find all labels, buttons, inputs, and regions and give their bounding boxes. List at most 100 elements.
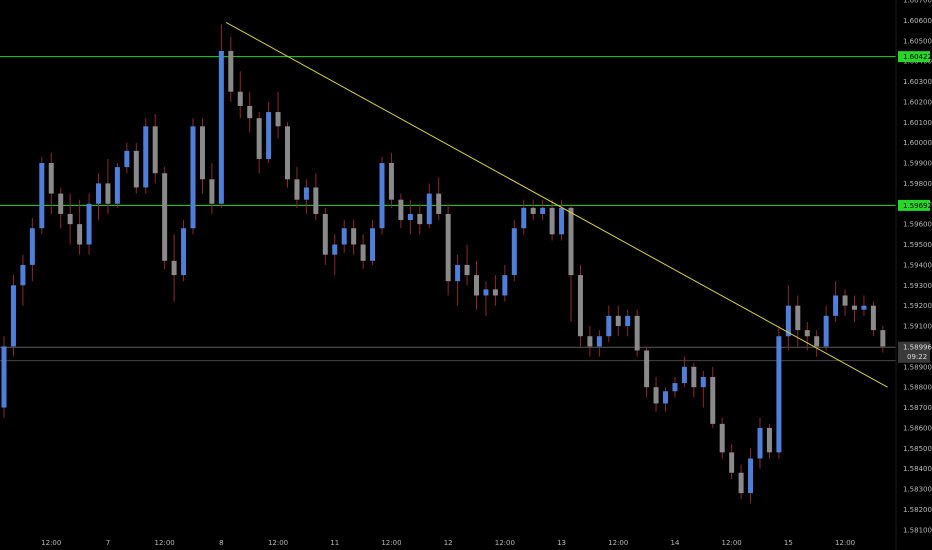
y-tick-label: 1.59600	[903, 221, 932, 229]
candle-body	[691, 366, 697, 388]
candle-body	[861, 305, 867, 310]
y-tick-label: 1.58800	[903, 384, 932, 392]
candle-body	[114, 167, 120, 204]
candle-body	[738, 472, 744, 494]
candle-body	[833, 295, 839, 316]
candle-body	[379, 163, 385, 229]
candle-body	[303, 187, 309, 200]
x-tick-label: 12:00	[155, 539, 175, 547]
candle-body	[133, 150, 139, 188]
candle-body	[823, 315, 829, 347]
candle-body	[247, 105, 253, 119]
x-tick-label: 12	[444, 539, 453, 547]
x-tick-label: 14	[670, 539, 679, 547]
candle-body	[67, 213, 73, 225]
candle-body	[171, 260, 177, 276]
candle-body	[77, 224, 83, 245]
horizontal-line-badge	[898, 51, 930, 63]
candle-body	[842, 295, 848, 306]
candle-body	[10, 285, 16, 347]
candle-body	[39, 163, 45, 229]
candle-body	[785, 305, 791, 337]
candle-body	[322, 213, 328, 255]
y-tick-label: 1.60500	[903, 37, 932, 45]
candle-body	[162, 173, 168, 261]
candle-body	[96, 183, 101, 204]
horizontal-line-badge-label: 1.59692	[903, 202, 932, 210]
x-tick-label: 8	[219, 539, 223, 547]
candle-body	[275, 112, 281, 127]
candle-body	[228, 50, 234, 92]
candle-body	[407, 213, 413, 221]
candle-body	[351, 228, 357, 245]
candle-body	[625, 315, 631, 327]
candle-body	[729, 452, 735, 473]
candle-body	[502, 275, 508, 296]
candle-body	[634, 315, 640, 351]
candle-body	[445, 213, 451, 282]
y-tick-label: 1.58500	[903, 445, 932, 453]
candle-body	[615, 315, 621, 327]
candle-body	[426, 193, 432, 225]
trendline-layer	[225, 21, 888, 388]
candle-body	[143, 126, 149, 188]
y-tick-label: 1.59300	[903, 282, 932, 290]
candle-body	[313, 187, 319, 214]
y-tick-label: 1.58300	[903, 486, 932, 494]
x-tick-label: 11	[330, 539, 339, 547]
candle-body	[190, 126, 196, 229]
candle-body	[20, 264, 26, 286]
candle-body	[58, 193, 64, 214]
candle-body	[152, 126, 158, 174]
candle-body	[360, 244, 366, 261]
x-tick-label: 12:00	[722, 539, 742, 547]
current-price-badge	[898, 341, 930, 363]
candle-body	[521, 207, 527, 229]
candle-body	[804, 330, 810, 337]
candle-body	[332, 244, 338, 255]
candle-body	[644, 350, 650, 388]
candle-body	[568, 207, 574, 276]
y-tick-label: 1.60100	[903, 119, 932, 127]
candle-body	[370, 228, 376, 261]
x-tick-label: 7	[106, 539, 110, 547]
candle-body	[1, 346, 7, 408]
x-tick-label: 12:00	[495, 539, 515, 547]
candle-body	[474, 275, 479, 296]
x-tick-label: 12:00	[608, 539, 628, 547]
horizontal-line-badge-label: 1.60422	[903, 53, 932, 61]
x-tick-label: 12:00	[381, 539, 401, 547]
candle-body	[124, 150, 130, 168]
candle-body	[710, 376, 716, 424]
candle-body	[559, 207, 565, 235]
candle-body	[398, 199, 404, 221]
horizontal-line-badge	[898, 199, 930, 211]
candle-body	[209, 179, 215, 204]
y-tick-label: 1.59100	[903, 323, 932, 331]
trendline	[225, 21, 888, 388]
candle-body	[511, 228, 517, 276]
candle-body	[266, 112, 272, 159]
candle-body	[653, 387, 659, 404]
current-price-label: 1.58996	[903, 344, 932, 352]
candle-body	[549, 207, 555, 235]
candle-body	[492, 289, 498, 296]
candles	[1, 24, 886, 504]
candle-body	[436, 193, 442, 214]
candle-body	[181, 228, 187, 276]
x-tick-label: 12:00	[835, 539, 855, 547]
candle-body	[540, 207, 546, 214]
candle-body	[577, 275, 583, 337]
candle-body	[672, 383, 678, 392]
candle-body	[294, 179, 300, 200]
y-tick-label: 1.58900	[903, 363, 932, 371]
y-tick-label: 1.60300	[903, 78, 932, 86]
candle-body	[776, 336, 782, 453]
x-tick-label: 12:00	[268, 539, 288, 547]
y-tick-label: 1.60600	[903, 17, 932, 25]
y-tick-label: 1.59800	[903, 180, 932, 188]
y-tick-label: 1.59200	[903, 302, 932, 310]
y-tick-label: 1.58600	[903, 424, 932, 432]
